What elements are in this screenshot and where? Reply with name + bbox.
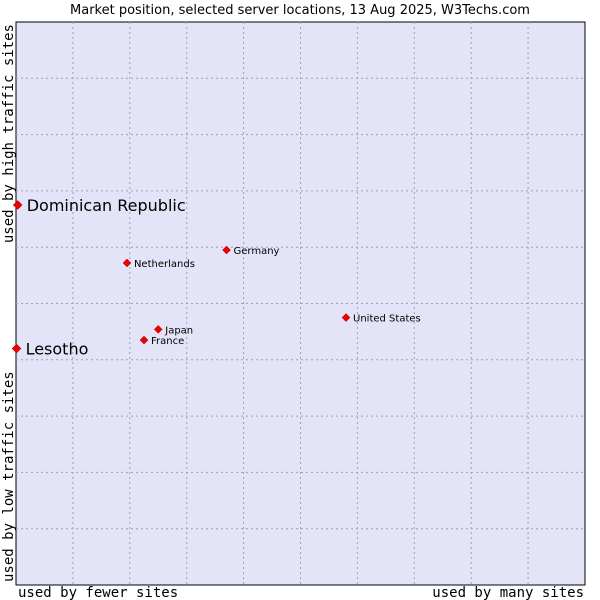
data-point-france: France <box>139 335 184 347</box>
y-axis-label-high: used by high traffic sites <box>1 24 17 243</box>
point-label: Dominican Republic <box>27 196 186 215</box>
y-axis-label-low: used by low traffic sites <box>1 371 17 582</box>
point-label: United States <box>353 314 421 325</box>
point-label: Germany <box>234 246 280 257</box>
point-marker <box>341 313 351 322</box>
point-label: Japan <box>164 325 193 336</box>
x-axis-label-high: used by many sites <box>432 585 584 600</box>
data-point-lesotho: Lesotho <box>11 340 89 359</box>
data-points: Dominican Republic Lesotho Germany Netherla… <box>11 196 421 359</box>
point-marker <box>12 200 23 210</box>
point-marker <box>153 325 163 334</box>
grid-lines <box>16 22 585 585</box>
point-label: Netherlands <box>134 259 195 270</box>
x-axis-label-low: used by fewer sites <box>18 585 178 600</box>
chart-title: Market position, selected server locatio… <box>70 3 530 18</box>
data-point-netherlands: Netherlands <box>122 258 195 270</box>
point-marker <box>122 258 132 268</box>
data-point-japan: Japan <box>153 325 193 336</box>
data-point-dominican-republic: Dominican Republic <box>12 196 186 215</box>
data-point-united-states: United States <box>341 313 421 325</box>
point-marker <box>139 335 149 345</box>
data-point-germany: Germany <box>222 245 280 257</box>
point-marker <box>11 343 22 354</box>
point-label: Lesotho <box>26 340 89 359</box>
point-marker <box>222 245 231 255</box>
point-label: France <box>151 336 184 347</box>
